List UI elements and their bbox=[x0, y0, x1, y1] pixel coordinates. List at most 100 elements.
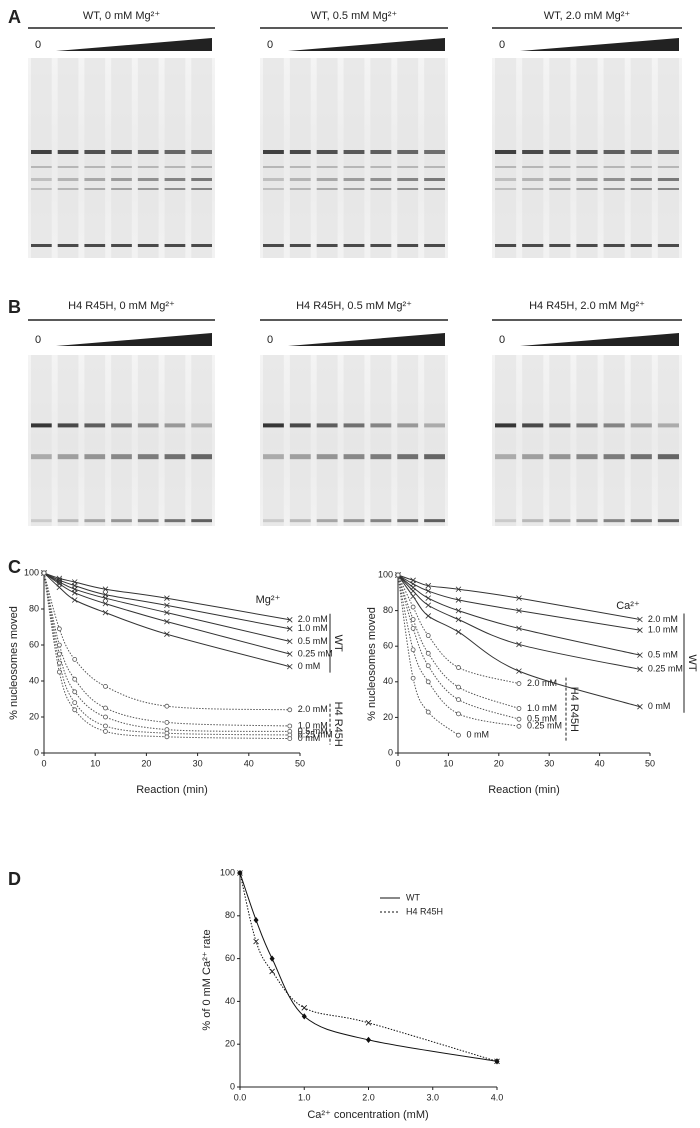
band bbox=[137, 244, 159, 247]
marker bbox=[164, 703, 170, 709]
panel-label: A bbox=[8, 7, 21, 27]
band bbox=[164, 150, 186, 154]
wedge bbox=[56, 38, 212, 51]
marker bbox=[164, 618, 170, 625]
gel-title: H4 R45H, 0 mM Mg²⁺ bbox=[68, 300, 175, 312]
band bbox=[289, 150, 311, 154]
band bbox=[397, 178, 419, 181]
band bbox=[111, 166, 132, 168]
series-label: 0.5 mM bbox=[298, 726, 328, 736]
marker bbox=[56, 642, 62, 648]
lane bbox=[576, 355, 598, 526]
series-line bbox=[397, 574, 520, 685]
y-tick-label: 40 bbox=[383, 676, 393, 686]
band bbox=[191, 454, 212, 460]
band bbox=[522, 188, 544, 190]
y-tick-label: 20 bbox=[29, 711, 39, 721]
band bbox=[289, 423, 311, 428]
y-tick-label: 20 bbox=[225, 1039, 235, 1049]
marker bbox=[455, 586, 462, 593]
lane bbox=[495, 58, 517, 258]
marker bbox=[637, 703, 643, 710]
band bbox=[31, 454, 52, 460]
series-line bbox=[239, 872, 498, 1062]
series-line bbox=[43, 572, 290, 711]
band bbox=[164, 178, 186, 181]
series-line bbox=[43, 572, 290, 668]
series-line bbox=[43, 572, 290, 736]
band bbox=[289, 178, 311, 181]
band bbox=[343, 188, 365, 190]
band bbox=[137, 519, 159, 523]
band bbox=[397, 188, 419, 190]
band bbox=[111, 178, 132, 181]
marker bbox=[516, 668, 522, 674]
band bbox=[370, 178, 392, 181]
band bbox=[630, 423, 652, 428]
lane bbox=[343, 355, 365, 526]
x-tick-label: 50 bbox=[295, 758, 305, 768]
band bbox=[57, 519, 79, 523]
marker bbox=[164, 609, 170, 616]
band bbox=[111, 423, 132, 428]
band bbox=[657, 188, 679, 190]
band bbox=[495, 519, 517, 523]
band bbox=[603, 178, 625, 181]
gel-title: WT, 0.5 mM Mg²⁺ bbox=[311, 10, 398, 22]
band bbox=[263, 188, 284, 190]
band bbox=[576, 166, 598, 168]
band bbox=[316, 244, 338, 247]
panel-label: D bbox=[8, 869, 21, 889]
gel-title: H4 R45H, 2.0 mM Mg²⁺ bbox=[529, 300, 645, 312]
band bbox=[576, 188, 598, 190]
marker bbox=[516, 723, 522, 729]
marker bbox=[301, 1013, 307, 1020]
band bbox=[397, 519, 419, 523]
series-label: 1.0 mM bbox=[298, 623, 328, 633]
band bbox=[343, 244, 365, 247]
marker bbox=[425, 602, 432, 609]
y-axis-label: % of 0 mM Ca²⁺ rate bbox=[201, 929, 213, 1030]
band bbox=[424, 178, 445, 181]
series-line bbox=[397, 574, 520, 720]
band bbox=[57, 166, 79, 168]
band bbox=[495, 244, 517, 247]
band bbox=[31, 188, 52, 190]
marker bbox=[269, 955, 275, 962]
marker bbox=[286, 663, 293, 670]
band bbox=[263, 423, 284, 428]
marker bbox=[71, 590, 78, 596]
band bbox=[657, 166, 679, 168]
zero-label: 0 bbox=[499, 334, 505, 346]
band bbox=[191, 166, 212, 168]
lane bbox=[84, 355, 106, 526]
band bbox=[522, 519, 544, 523]
band bbox=[164, 519, 186, 523]
band bbox=[549, 244, 571, 247]
band bbox=[84, 423, 106, 428]
band bbox=[31, 166, 52, 168]
marker bbox=[494, 1058, 500, 1065]
lane bbox=[657, 58, 679, 258]
x-tick-label: 30 bbox=[193, 758, 203, 768]
x-axis-label: Reaction (min) bbox=[136, 784, 208, 796]
band bbox=[263, 519, 284, 523]
series-line bbox=[239, 872, 498, 1062]
band bbox=[495, 188, 517, 190]
series-label: 0.5 mM bbox=[527, 714, 557, 724]
marker bbox=[516, 641, 522, 648]
band bbox=[289, 244, 311, 247]
marker bbox=[287, 736, 293, 741]
marker bbox=[456, 665, 461, 670]
series-label: 0.25 mM bbox=[298, 729, 333, 739]
marker bbox=[103, 705, 108, 711]
x-tick-label: 20 bbox=[141, 758, 151, 768]
lane bbox=[576, 58, 598, 258]
marker bbox=[637, 652, 643, 658]
y-tick-label: 0 bbox=[34, 747, 39, 757]
zero-label: 0 bbox=[499, 39, 505, 51]
marker bbox=[164, 595, 170, 601]
gel-title: H4 R45H, 0.5 mM Mg²⁺ bbox=[296, 300, 412, 312]
band bbox=[657, 519, 679, 523]
marker bbox=[71, 597, 78, 603]
